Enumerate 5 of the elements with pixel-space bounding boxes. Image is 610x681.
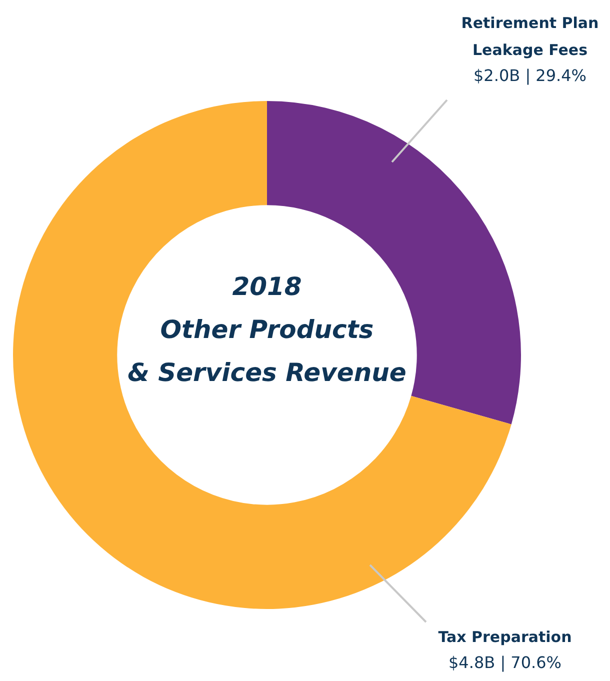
data-label: $4.8B | 70.6% [448, 652, 562, 674]
data-label: $2.0B | 29.4% [472, 65, 588, 87]
text: 2018 Other Products & Services Revenue [126, 271, 408, 389]
slice-label: Tax Preparation [437, 627, 573, 648]
slice-label: Retirement Plan Leakage Fees [460, 13, 600, 61]
